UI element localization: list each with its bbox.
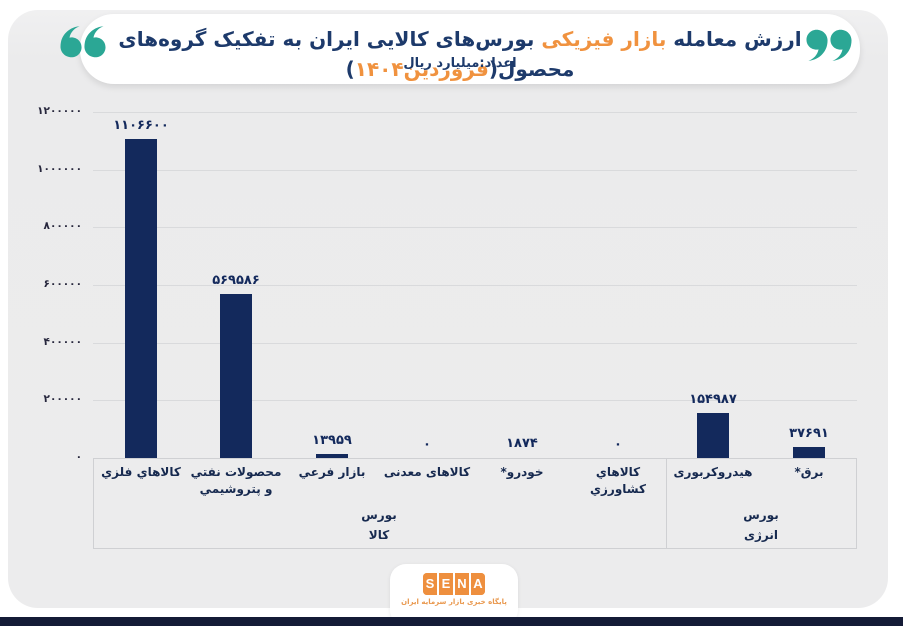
bar-value-label: ۵۶۹۵۸۶ bbox=[212, 273, 260, 288]
close-quote-icon bbox=[60, 26, 106, 58]
category-label-line: کالاهای معدنی bbox=[383, 465, 471, 479]
bar bbox=[793, 447, 825, 458]
category-label-line: کالاهاي فلزي bbox=[101, 465, 181, 479]
sena-logo-letter: E bbox=[437, 573, 453, 595]
title-segment: ) bbox=[345, 57, 355, 81]
category-label: محصولات نفتي و پتروشيمي bbox=[188, 464, 284, 498]
sena-logo-letter: S bbox=[423, 573, 437, 595]
chart-subtitle: اعداد:میلیارد ریال bbox=[403, 56, 517, 71]
bar bbox=[316, 454, 348, 458]
category-label: هیدروکربوری bbox=[665, 464, 761, 481]
exchange-group-label-line: بورس bbox=[743, 508, 779, 522]
gridline bbox=[93, 170, 857, 171]
y-axis-tick-label: ۲۰۰۰۰۰ bbox=[43, 393, 82, 405]
bar-value-label: ۱۸۷۴ bbox=[506, 436, 538, 451]
exchange-group-label: بورس کالا bbox=[269, 505, 489, 545]
title-bubble bbox=[80, 14, 860, 84]
title-segment: فروردین۱۴۰۴ bbox=[354, 57, 489, 81]
category-label: خودرو* bbox=[474, 464, 570, 481]
bar bbox=[220, 294, 252, 458]
exchange-group-label: بورس انرژی bbox=[651, 505, 871, 545]
chart-title: ارزش معامله بازار فیزیکی بورس‌های کالایی… bbox=[110, 24, 810, 84]
title-segment: ( bbox=[488, 57, 498, 81]
exchange-group-label-line: انرژی bbox=[744, 528, 778, 542]
bar bbox=[697, 413, 729, 458]
group-separator-line bbox=[666, 458, 667, 548]
sena-logo-letter: A bbox=[469, 573, 485, 595]
gridline bbox=[93, 285, 857, 286]
category-label-line: خودرو* bbox=[500, 465, 544, 479]
bottom-border-bar bbox=[0, 617, 903, 626]
bar-value-label: ۱۱۰۶۶۰۰ bbox=[113, 118, 169, 133]
exchange-group-label-line: بورس bbox=[361, 508, 397, 522]
category-label: بازار فرعي bbox=[284, 464, 380, 481]
bar-value-label: ۰ bbox=[614, 437, 622, 452]
category-label: برق* bbox=[761, 464, 857, 481]
y-axis-tick-label: ۱۲۰۰۰۰۰ bbox=[37, 105, 82, 117]
bar bbox=[125, 139, 157, 458]
category-label-line: کالاهاي کشاورزي bbox=[590, 465, 646, 496]
category-label-line: برق* bbox=[794, 465, 824, 479]
y-axis-tick-label: ۴۰۰۰۰۰ bbox=[43, 336, 82, 348]
gridline bbox=[93, 112, 857, 113]
bar-value-label: ۳۷۶۹۱ bbox=[789, 426, 829, 441]
bar-value-label: ۱۳۹۵۹ bbox=[312, 433, 352, 448]
gridline bbox=[93, 227, 857, 228]
category-label-line: محصولات نفتي bbox=[190, 465, 282, 479]
category-label: کالاهاي فلزي bbox=[93, 464, 189, 481]
category-label-line: بازار فرعي bbox=[298, 465, 366, 479]
group-separator-line bbox=[93, 458, 94, 548]
category-label-line: و پتروشيمي bbox=[199, 482, 273, 496]
axis-line bbox=[93, 458, 857, 459]
title-segment: بازار فیزیکی bbox=[541, 27, 667, 51]
gridline bbox=[93, 400, 857, 401]
category-label: کالاهای معدنی bbox=[379, 464, 475, 481]
bar-value-label: ۱۵۴۹۸۷ bbox=[689, 392, 737, 407]
group-separator-line bbox=[856, 458, 857, 548]
title-segment: بورس‌های کالایی ایران به تفکیک گروه‌های … bbox=[118, 27, 575, 81]
category-label-line: هیدروکربوری bbox=[673, 465, 753, 479]
label-box-bottom-line bbox=[93, 548, 857, 549]
sena-logo-letter: N bbox=[453, 573, 469, 595]
title-segment: ارزش معامله bbox=[666, 27, 802, 51]
open-quote-icon bbox=[806, 29, 852, 61]
gridline bbox=[93, 343, 857, 344]
y-axis-tick-label: ۶۰۰۰۰۰ bbox=[43, 278, 82, 290]
bar-value-label: ۰ bbox=[423, 437, 431, 452]
sena-tagline: پایگاه خبری بازار سرمایه ایران bbox=[401, 598, 507, 606]
exchange-group-label-line: کالا bbox=[368, 528, 390, 542]
y-axis-tick-label: ۱۰۰۰۰۰۰ bbox=[37, 163, 82, 175]
y-axis-tick-label: ۸۰۰۰۰۰ bbox=[43, 220, 82, 232]
category-label: کالاهاي کشاورزي bbox=[570, 464, 666, 498]
y-axis-tick-label: ۰ bbox=[75, 451, 82, 463]
